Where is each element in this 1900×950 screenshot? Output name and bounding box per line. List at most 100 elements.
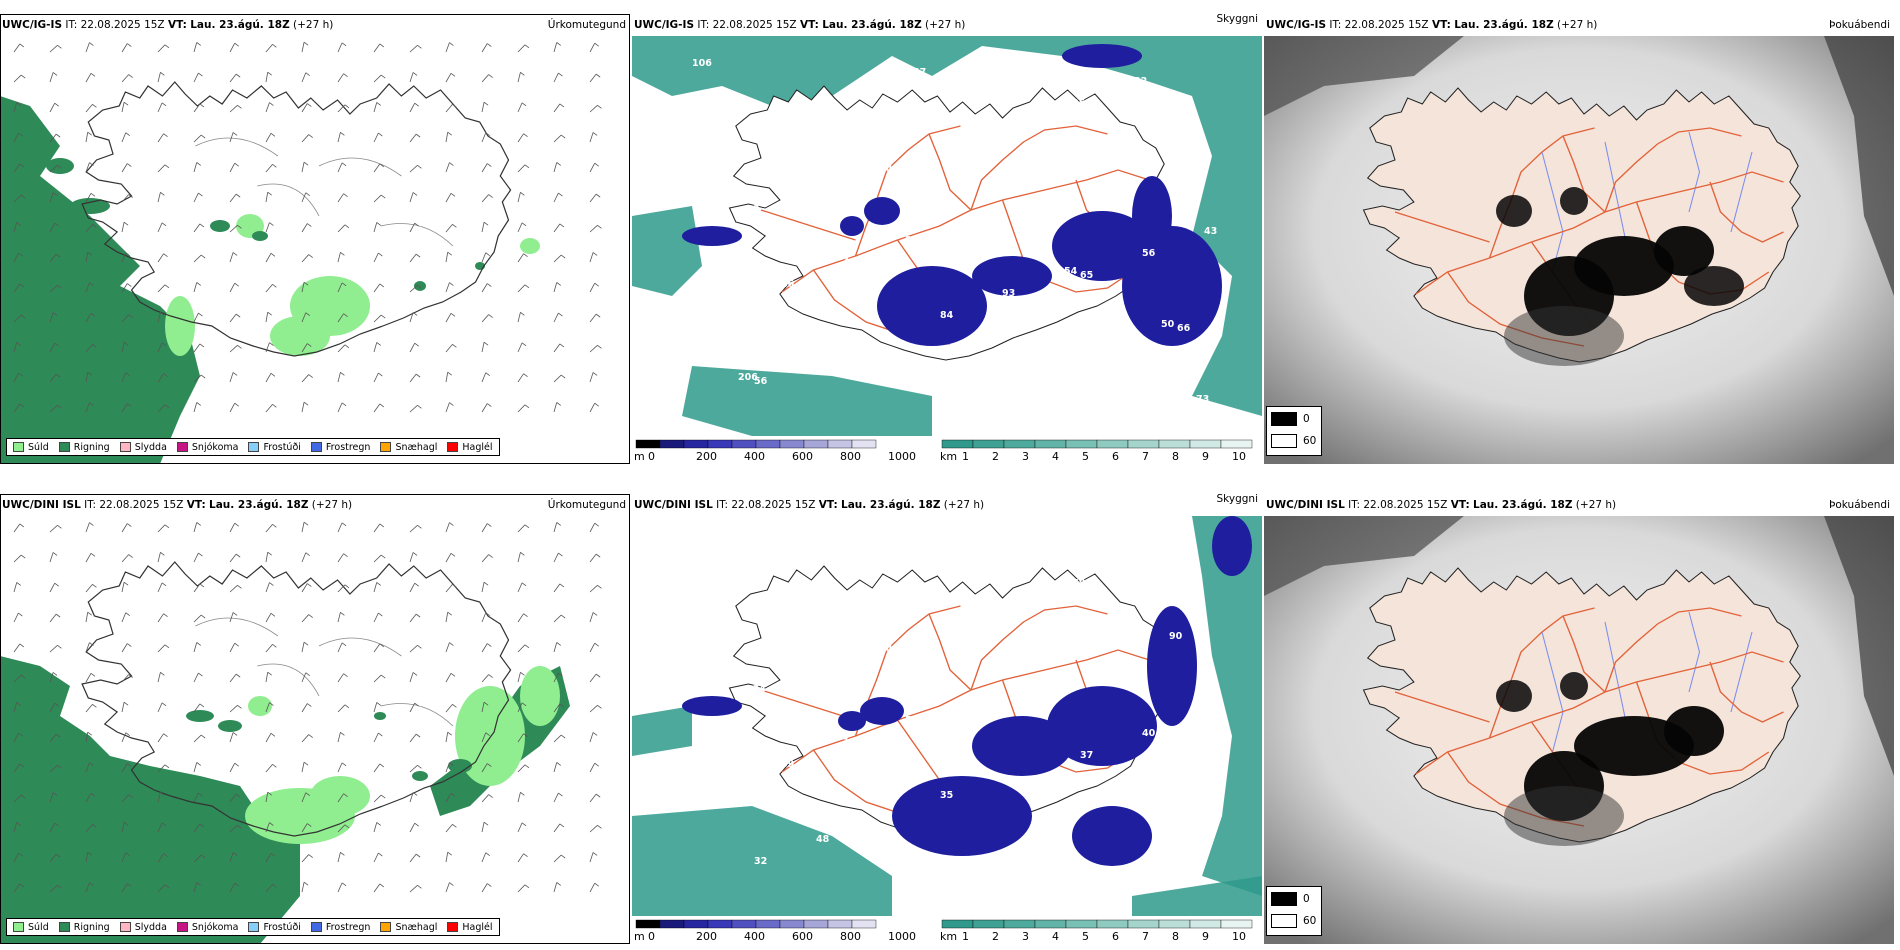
visibility-value-label: 32 xyxy=(1134,76,1147,87)
visibility-bar-segment xyxy=(1158,439,1191,449)
elevation-bar-segment xyxy=(803,919,829,929)
legend-swatch xyxy=(58,442,70,452)
visibility-value-label: 41 xyxy=(886,644,899,655)
visibility-unit: km xyxy=(940,930,957,943)
it-label: IT: xyxy=(716,499,729,511)
visibility-bar-segment xyxy=(941,439,974,449)
visibility-value-label: 32 xyxy=(754,856,767,867)
it-label: IT: xyxy=(1329,19,1342,31)
visibility-value-label: 22 xyxy=(905,235,918,246)
legend-label: Slydda xyxy=(134,921,167,933)
valid-time: Lau. 23.ágú. 18Z xyxy=(1454,19,1554,31)
swatch-white xyxy=(1271,914,1297,928)
visibility-bar-segment xyxy=(1127,919,1160,929)
panel-header: UWC/IG-IS IT: 22.08.2025 15Z VT: Lau. 23… xyxy=(1264,14,1894,36)
visibility-value-label: 206 xyxy=(738,372,758,383)
swatch-white xyxy=(1271,434,1297,448)
elevation-bar-segment xyxy=(755,439,781,449)
visibility-tick: 1 xyxy=(962,930,969,943)
legend-label: Rigning xyxy=(73,441,110,453)
legend-high-value: 60 xyxy=(1303,915,1317,927)
fog-indicator-map xyxy=(1264,36,1894,464)
visibility-value-label: 232 xyxy=(789,591,809,602)
panel-header: UWC/IG-IS IT: 22.08.2025 15Z VT: Lau. 23… xyxy=(632,14,1262,36)
fog-legend: 0 60 xyxy=(1266,886,1322,936)
visibility-value-label: 39 xyxy=(781,759,794,770)
visibility-tick: 4 xyxy=(1052,450,1059,463)
visibility-value-label: 54 xyxy=(1064,266,1078,277)
visibility-map: 7123241313737327536394065485241792839224… xyxy=(632,516,1262,944)
elevation-unit: m xyxy=(634,450,645,463)
panel-header: UWC/IG-IS IT: 22.08.2025 15Z VT: Lau. 23… xyxy=(0,14,630,36)
visibility-tick: 6 xyxy=(1112,450,1119,463)
legend-item: Frostúði xyxy=(248,922,301,933)
elevation-bar-segment xyxy=(827,439,853,449)
vt-label: VT: xyxy=(1450,499,1470,511)
legend-swatch xyxy=(248,922,260,932)
elevation-bar-segment xyxy=(851,439,877,449)
elevation-bar-segment xyxy=(755,919,781,929)
visibility-value-label: 106 xyxy=(692,58,712,69)
legend-item: Rigning xyxy=(58,921,110,933)
visibility-map: 1068246333656656313751561065147495243464… xyxy=(632,36,1262,464)
panel-header: UWC/DINI ISL IT: 22.08.2025 15Z VT: Lau.… xyxy=(1264,494,1894,516)
legend-label: Frostregn xyxy=(325,921,371,933)
visibility-value-label: 65 xyxy=(719,781,732,792)
legend-swatch xyxy=(380,922,392,932)
visibility-value-label: 37 xyxy=(1080,750,1093,761)
visibility-value-label: 48 xyxy=(816,834,830,845)
visibility-value-label: 51 xyxy=(816,354,829,365)
visibility-bar-segment xyxy=(1003,439,1036,449)
visibility-bar-segment xyxy=(1158,919,1191,929)
panel-precip-top: UWC/IG-IS IT: 22.08.2025 15Z VT: Lau. 23… xyxy=(0,14,630,464)
visibility-value-label: 43 xyxy=(975,865,988,876)
visibility-bar-segment xyxy=(1220,919,1253,929)
swatch-black xyxy=(1271,892,1297,906)
lead-time: (+27 h) xyxy=(1557,19,1598,31)
visibility-value-label: 84 xyxy=(940,310,954,321)
visibility-value-label: 47 xyxy=(913,67,926,78)
elevation-tick: 1000 xyxy=(888,450,916,463)
variable-name: Þokuábendi xyxy=(1829,19,1890,31)
visibility-tick: 2 xyxy=(992,930,999,943)
elevation-bar-segment xyxy=(779,919,805,929)
visibility-value-label: 463 xyxy=(886,164,906,175)
visibility-bar-segment xyxy=(1127,439,1160,449)
visibility-value-label: 82 xyxy=(789,111,802,122)
visibility-value-label: 39 xyxy=(1045,675,1058,686)
legend-item: Snæhagl xyxy=(380,442,437,453)
vt-label: VT: xyxy=(818,499,838,511)
it-label: IT: xyxy=(65,19,78,31)
visibility-value-label: 37 xyxy=(948,142,961,153)
valid-time: Lau. 23.ágú. 18Z xyxy=(209,499,309,511)
visibility-tick: 3 xyxy=(1022,930,1029,943)
visibility-value-label: 158 xyxy=(843,737,863,748)
visibility-value-label: 35 xyxy=(1072,98,1085,109)
lead-time: (+27 h) xyxy=(1575,499,1617,511)
valid-time: Lau. 23.ágú. 18Z xyxy=(822,19,922,31)
init-time: 22.08.2025 15Z xyxy=(712,19,797,31)
fog-legend: 0 60 xyxy=(1266,406,1322,456)
legend-item: Haglél xyxy=(447,442,493,453)
visibility-value-label: 50 xyxy=(1161,319,1175,330)
lead-time: (+27 h) xyxy=(925,19,966,31)
visibility-value-label: 75 xyxy=(851,569,864,580)
model-name: UWC/DINI ISL xyxy=(2,499,81,511)
model-name: UWC/DINI ISL xyxy=(634,499,713,511)
visibility-value-label: 24 xyxy=(711,129,725,140)
visibility-tick: 9 xyxy=(1202,930,1209,943)
legend-swatch xyxy=(119,442,131,452)
panel-header: UWC/DINI ISL IT: 22.08.2025 15Z VT: Lau.… xyxy=(0,494,630,516)
legend-item: Snjókoma xyxy=(176,442,238,453)
visibility-value-label: 38 xyxy=(746,204,760,215)
visibility-value-label: 35 xyxy=(940,790,953,801)
legend-swatch xyxy=(447,442,459,452)
visibility-value-label: 43 xyxy=(1037,843,1050,854)
legend-label: Rigning xyxy=(73,921,110,933)
visibility-value-label: 33 xyxy=(983,217,996,228)
elevation-tick: 800 xyxy=(840,930,861,943)
precip-type-legend: Súld Rigning Slydda Snjókoma Frostúði Frostre… xyxy=(6,438,500,456)
visibility-bar-segment xyxy=(1034,919,1067,929)
visibility-value-label: 49 xyxy=(1099,341,1112,352)
elevation-unit: m xyxy=(634,930,645,943)
